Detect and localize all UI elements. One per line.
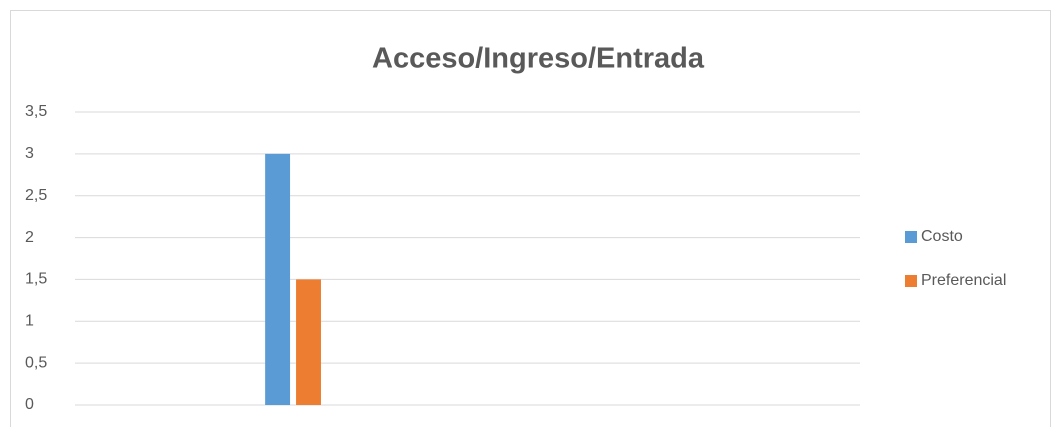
chart-title: Acceso/Ingreso/Entrada xyxy=(372,43,705,75)
legend-label: Preferencial xyxy=(921,272,1006,289)
y-tick-label: 1,5 xyxy=(25,271,47,288)
y-tick-label: 1 xyxy=(25,313,34,330)
bar xyxy=(265,153,291,405)
y-tick-label: 2 xyxy=(25,229,34,246)
legend-label: Costo xyxy=(921,228,963,245)
y-tick-label: 0 xyxy=(25,396,34,413)
y-tick-label: 0,5 xyxy=(25,354,47,371)
chart-border xyxy=(10,10,1051,427)
legend-swatch xyxy=(905,275,917,287)
y-tick-label: 3 xyxy=(25,145,34,162)
y-tick-label: 2,5 xyxy=(25,187,47,204)
legend-swatch xyxy=(905,231,917,243)
y-tick-label: 3,5 xyxy=(25,103,47,120)
bar xyxy=(296,279,321,405)
